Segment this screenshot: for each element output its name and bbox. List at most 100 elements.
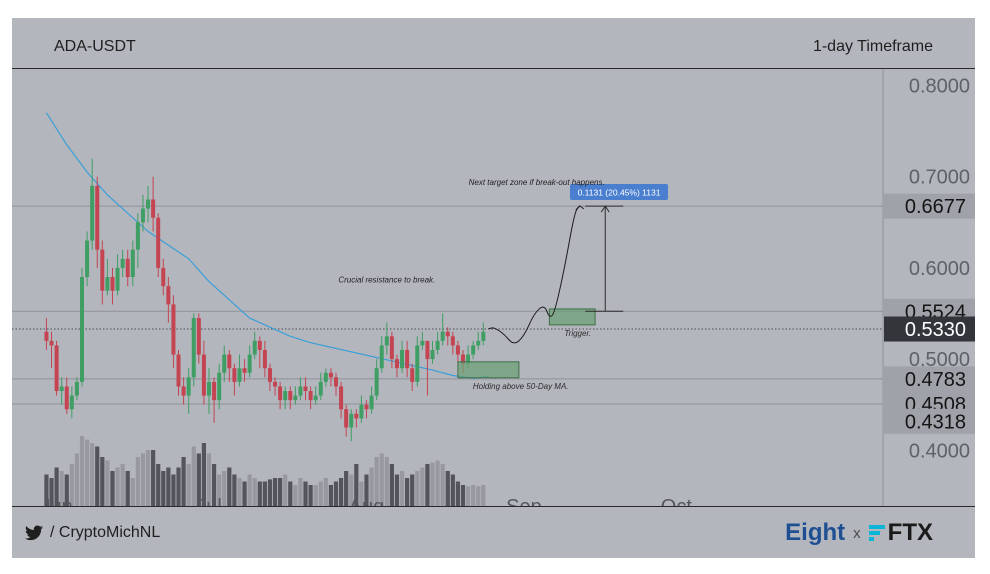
candle-body xyxy=(293,395,298,401)
annotation-1: Crucial resistance to break. xyxy=(338,275,435,284)
price-tag-bg-0 xyxy=(884,193,975,219)
candle-body xyxy=(313,395,318,401)
candle-body xyxy=(273,381,278,387)
y-tick-label: 0.5000 xyxy=(909,349,970,371)
brand-ftx: FTX xyxy=(887,519,933,546)
candle-body xyxy=(435,340,440,350)
timeframe-label: 1-day Timeframe xyxy=(812,38,933,55)
candle-body xyxy=(410,368,415,382)
volume-bar xyxy=(110,471,115,506)
candle-body xyxy=(394,359,399,369)
candlestick-chart[interactable]: Trigger. Holding above 50-Day MA. 0.1131 (… xyxy=(12,69,975,506)
volume-bar xyxy=(84,439,90,506)
y-tick-label: 0.8000 xyxy=(909,76,970,98)
candle-body xyxy=(49,340,54,346)
candle-body xyxy=(267,368,272,382)
volume-bar xyxy=(389,464,394,506)
candle-body xyxy=(466,354,471,364)
volume-bar xyxy=(140,453,146,506)
candle-body xyxy=(415,345,420,382)
volume-bar xyxy=(394,474,400,506)
twitter-bird-icon xyxy=(25,525,43,541)
candle-body xyxy=(278,386,283,401)
candle-body xyxy=(471,345,476,355)
candle-body xyxy=(171,304,176,355)
volume-bar xyxy=(171,474,176,506)
volume-bar xyxy=(196,453,201,506)
volume-bar xyxy=(293,485,298,506)
candle-body xyxy=(247,354,252,373)
volume-bar xyxy=(59,471,64,506)
x-tick-label: Jun xyxy=(40,496,72,506)
volume-bar xyxy=(227,467,232,506)
candle-body xyxy=(374,368,379,396)
volume-bar xyxy=(90,443,95,506)
volume-bar xyxy=(399,471,405,506)
candle-body xyxy=(110,277,115,291)
candle-body xyxy=(166,286,171,305)
candle-body xyxy=(85,240,90,278)
volume-bar xyxy=(328,485,334,506)
volume-bar xyxy=(156,464,161,506)
volume-bar xyxy=(405,478,410,506)
volume-bar xyxy=(166,467,171,506)
candle-body xyxy=(400,349,405,369)
volume-bar xyxy=(369,467,374,506)
volume-bar xyxy=(49,478,54,506)
volume-bar xyxy=(44,474,49,506)
candle-body xyxy=(90,185,95,241)
candle-body xyxy=(288,391,293,401)
candle-body xyxy=(359,404,364,419)
volume-bar xyxy=(186,464,191,506)
volume-bar xyxy=(242,481,247,506)
candle-body xyxy=(227,354,232,369)
volume-bar xyxy=(465,486,471,506)
volume-bar xyxy=(476,486,481,506)
chart-canvas[interactable]: Trigger. Holding above 50-Day MA. 0.1131 (… xyxy=(12,69,975,506)
candle-body xyxy=(481,331,486,341)
volume-bar xyxy=(257,481,262,506)
candle-body xyxy=(354,413,359,419)
volume-bar xyxy=(323,478,328,506)
x-tick-label: Aug xyxy=(349,496,385,506)
price-tag-label: 0.4318 xyxy=(905,411,966,433)
brand-eight: Eight xyxy=(785,519,846,546)
candle-body xyxy=(298,386,303,396)
x-tick-label: Jul xyxy=(196,496,222,506)
candle-body xyxy=(64,386,69,410)
volume-bar xyxy=(252,478,257,506)
candle-body xyxy=(440,331,445,341)
candle-body xyxy=(151,199,156,218)
volume-bar xyxy=(54,467,59,506)
candle-body xyxy=(349,413,354,428)
candle-body xyxy=(257,340,262,350)
volume-bar xyxy=(430,462,435,506)
volume-bar xyxy=(425,464,430,506)
measure-arrow xyxy=(600,205,610,213)
candle-body xyxy=(242,368,247,373)
volume-bar xyxy=(283,474,288,506)
volume-bar xyxy=(237,478,242,506)
volume-bar xyxy=(217,474,222,506)
candle-body xyxy=(476,340,481,346)
candle-body xyxy=(80,277,84,382)
price-tag-bg-3 xyxy=(884,366,975,392)
candle-body xyxy=(130,249,135,278)
brand-logo: Eight x FTX xyxy=(785,519,933,547)
candle-body xyxy=(405,349,410,369)
candle-body xyxy=(430,349,435,360)
candle-body xyxy=(100,249,105,291)
volume-bar xyxy=(450,474,455,506)
x-tick-label: Sep xyxy=(506,496,542,506)
volume-bar xyxy=(379,453,384,506)
volume-bar xyxy=(105,460,110,506)
candle-body xyxy=(196,318,201,355)
volume-bar xyxy=(130,478,135,506)
volume-bar xyxy=(135,457,140,506)
volume-bar xyxy=(201,443,207,506)
zone-box-0 xyxy=(548,308,596,326)
candle-body xyxy=(339,386,344,410)
volume-bar xyxy=(181,457,186,506)
candle-body xyxy=(186,377,191,396)
volume-bar xyxy=(151,450,156,506)
